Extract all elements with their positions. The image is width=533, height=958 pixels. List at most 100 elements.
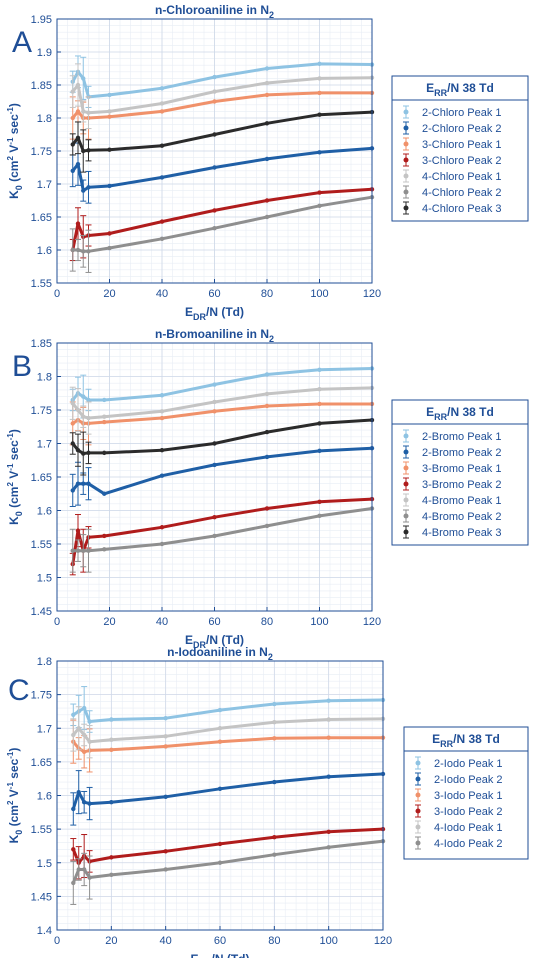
data-point	[159, 473, 165, 478]
data-point	[163, 867, 168, 872]
data-point	[212, 226, 217, 231]
x-tick-label: 60	[208, 288, 220, 300]
y-tick-label: 1.8	[37, 113, 52, 125]
legend-marker-icon	[403, 465, 409, 471]
data-point	[317, 150, 322, 155]
data-point	[317, 112, 322, 117]
data-point	[75, 109, 81, 114]
y-tick-label: 1.5	[37, 573, 52, 585]
data-point	[264, 214, 270, 220]
data-point	[109, 747, 114, 752]
data-point	[326, 698, 331, 703]
legend-entry: 4-Bromo Peak 3	[422, 527, 501, 539]
y-tick-label: 1.75	[31, 146, 52, 158]
data-point	[86, 185, 91, 190]
series-4-chloro-peak-2	[69, 195, 375, 273]
data-point	[159, 541, 165, 547]
legend: ERR/N 38 Td 2-Bromo Peak 1 2-Bromo Peak 2 3…	[391, 399, 529, 546]
legend-marker-icon	[403, 433, 409, 439]
data-point	[163, 794, 168, 800]
series-4-bromo-peak-3	[69, 417, 375, 476]
x-tick-label: 120	[363, 288, 381, 300]
data-point	[86, 450, 91, 456]
legend-marker-icon	[415, 808, 421, 814]
legend-marker-icon	[403, 449, 409, 455]
y-tick-label: 1.7	[37, 723, 52, 735]
data-point	[70, 115, 75, 121]
data-point	[71, 806, 76, 812]
series-line	[71, 386, 373, 420]
series-line	[71, 402, 372, 425]
legend-marker-icon	[415, 840, 421, 846]
x-tick-label: 40	[160, 935, 172, 947]
data-point	[264, 80, 270, 86]
data-point	[81, 148, 86, 154]
legend-marker-icon	[403, 205, 409, 211]
data-point	[81, 451, 86, 456]
data-point	[317, 387, 322, 392]
data-point	[217, 860, 223, 865]
series-line	[72, 717, 384, 744]
x-tick-label: 80	[261, 616, 273, 628]
y-tick-label: 1.6	[37, 791, 52, 803]
legend-marker-icon	[415, 824, 421, 830]
data-point	[264, 198, 270, 203]
data-point	[87, 719, 92, 724]
data-point	[71, 732, 76, 738]
legend-entry: 3-Chloro Peak 1	[422, 139, 502, 151]
legend-title: ERR/N 38 Td	[426, 81, 494, 98]
y-tick-label: 1.55	[31, 824, 52, 836]
data-point	[264, 121, 270, 126]
panel-c: 0 20 40 60 80 100 120 1.4 1.45 1.5 1.55 1.6 1.65 1.7 1…	[6, 645, 529, 958]
data-point	[81, 109, 86, 114]
data-point	[163, 744, 168, 749]
legend-marker-icon	[415, 776, 421, 782]
data-point	[317, 90, 322, 96]
data-point	[107, 245, 112, 251]
y-tick-label: 1.45	[31, 606, 52, 618]
data-point	[159, 175, 165, 180]
series-2-bromo-peak-2	[69, 445, 375, 507]
data-point	[75, 247, 81, 253]
series-4-chloro-peak-1	[69, 63, 375, 130]
data-point	[81, 481, 86, 486]
legend-marker-icon	[403, 189, 409, 195]
y-tick-label: 1.6	[37, 245, 52, 257]
x-tick-label: 60	[208, 616, 220, 628]
y-axis-label: K0 (cm2 V-1 sec-1)	[6, 429, 24, 525]
data-point	[109, 800, 114, 805]
data-point	[75, 528, 81, 533]
data-point	[81, 548, 86, 553]
panel-letter: A	[12, 26, 32, 59]
data-point	[86, 249, 91, 254]
data-point	[264, 66, 270, 71]
legend-entry: 2-Chloro Peak 2	[422, 123, 502, 135]
x-tick-label: 40	[156, 288, 168, 300]
data-point	[70, 421, 75, 426]
series-line	[71, 772, 384, 810]
series-line	[71, 497, 373, 565]
data-point	[326, 829, 331, 835]
data-point	[264, 523, 270, 529]
legend-entry: 4-Bromo Peak 2	[422, 511, 501, 523]
series-line	[71, 76, 373, 115]
legend-entry: 2-Iodo Peak 1	[434, 758, 503, 770]
data-point	[272, 719, 277, 725]
y-tick-label: 1.55	[31, 278, 52, 290]
data-point	[75, 548, 81, 553]
data-point	[159, 448, 165, 453]
legend-box	[403, 726, 529, 860]
chart-title: n-Bromoaniline in N2	[155, 327, 274, 344]
data-point	[212, 382, 217, 387]
data-point	[107, 114, 112, 119]
data-point	[81, 732, 87, 738]
data-point	[109, 717, 114, 722]
data-point	[109, 855, 114, 860]
series-4-iodo-peak-1	[70, 706, 386, 759]
data-point	[217, 841, 223, 847]
data-point	[264, 156, 270, 162]
chart-title: n-Chloroaniline in N2	[155, 3, 274, 20]
data-point	[76, 726, 81, 731]
data-point	[102, 419, 107, 425]
